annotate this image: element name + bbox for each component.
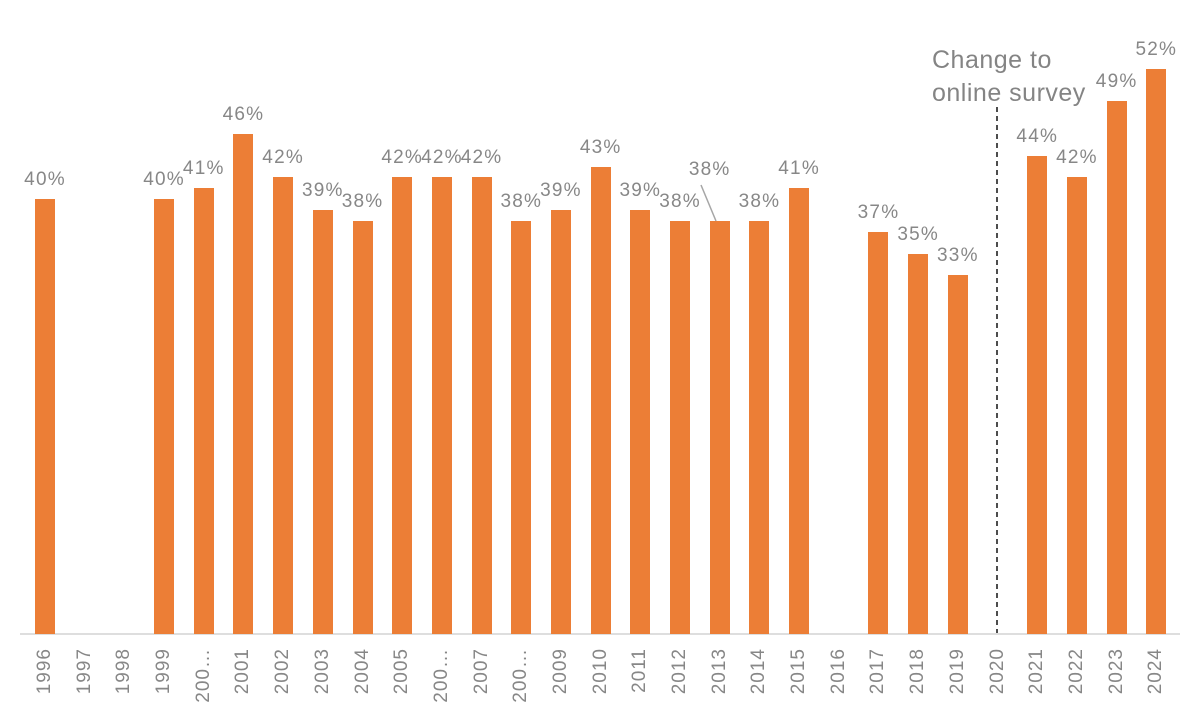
data-label-2011: 39%	[619, 180, 662, 202]
data-label-1999: 40%	[143, 169, 185, 191]
bar-2017	[868, 231, 889, 634]
x-axis-label-2002: 2002	[272, 648, 294, 695]
x-axis-label-2018: 2018	[907, 648, 929, 695]
data-label-2021: 44%	[1016, 125, 1059, 147]
x-axis-label-2020: 2020	[986, 648, 1008, 695]
data-label-2017: 37%	[857, 201, 900, 223]
data-label-2010: 43%	[579, 136, 622, 158]
bar-2012	[670, 220, 691, 634]
bar-2013	[709, 220, 730, 634]
bar-2021	[1027, 155, 1048, 634]
bar-2007	[471, 177, 492, 634]
bar-2010	[590, 166, 611, 634]
x-axis-label-1996: 1996	[34, 648, 55, 695]
x-axis-label-2011: 2011	[629, 648, 651, 693]
x-axis-label-2016: 2016	[827, 648, 849, 695]
data-label-2015: 41%	[778, 158, 820, 180]
x-axis-label-2009: 2009	[549, 648, 571, 695]
bar-2009	[550, 210, 571, 634]
bar-2022	[1066, 177, 1087, 634]
x-axis-label-2021: 2021	[1026, 648, 1048, 695]
data-label-2009: 39%	[540, 180, 582, 202]
survey-change-divider-line	[996, 107, 998, 633]
bar-2008	[511, 220, 532, 634]
data-label-2024: 52%	[1135, 38, 1178, 60]
x-axis-label-2015: 2015	[788, 648, 810, 695]
bar-2015	[789, 188, 810, 634]
x-axis-label-2006: 200…	[430, 648, 452, 703]
data-label-2000: 41%	[182, 158, 225, 180]
bar-2018	[908, 253, 929, 634]
data-label-2002: 42%	[262, 147, 304, 169]
data-label-2007: 42%	[460, 147, 503, 169]
bar-2004	[352, 220, 373, 634]
x-axis-label-2022: 2022	[1065, 648, 1087, 695]
x-axis-label-2003: 2003	[311, 648, 333, 695]
x-axis-label-2023: 2023	[1105, 648, 1127, 695]
data-label-2008: 38%	[500, 190, 543, 212]
x-axis-label-2012: 2012	[669, 648, 691, 695]
x-axis-label-1997: 1997	[73, 648, 95, 695]
x-axis-label-2013: 2013	[708, 648, 730, 695]
data-label-2005: 42%	[381, 147, 424, 169]
x-axis-label-2017: 2017	[867, 648, 889, 695]
data-label-2004: 38%	[341, 190, 384, 212]
x-axis-label-2014: 2014	[748, 648, 770, 695]
data-label-2001: 46%	[222, 103, 265, 125]
bar-2000	[193, 188, 214, 634]
data-label-1996: 40%	[24, 169, 66, 191]
x-axis-label-2024: 2024	[1145, 648, 1167, 695]
bar-2003	[312, 210, 333, 634]
x-axis-label-2010: 2010	[589, 648, 611, 695]
bar-2005	[392, 177, 413, 634]
x-axis-label-2000: 200…	[192, 648, 214, 703]
x-axis-label-2005: 2005	[391, 648, 413, 695]
data-label-2014: 38%	[738, 190, 781, 212]
bar-2019	[947, 275, 968, 634]
data-label-2013: 38%	[688, 158, 731, 180]
bar-1996	[35, 199, 55, 634]
data-label-2006: 42%	[421, 147, 463, 169]
x-axis-label-2004: 2004	[351, 648, 373, 695]
bar-2002	[273, 177, 294, 634]
x-axis-label-1998: 1998	[113, 648, 135, 695]
data-label-2022: 42%	[1056, 147, 1098, 169]
x-axis-label-2008: 200…	[510, 648, 532, 703]
bar-2011	[630, 210, 651, 634]
bar-1999	[154, 199, 175, 634]
x-axis-label-2001: 2001	[232, 648, 254, 695]
data-label-2019: 33%	[937, 245, 979, 267]
data-label-2023: 49%	[1095, 71, 1138, 93]
bar-2006	[431, 177, 452, 634]
bar-2024	[1146, 68, 1167, 634]
annotation-line-2: online survey	[932, 79, 1086, 107]
bar-2014	[749, 220, 770, 634]
bar-2023	[1106, 101, 1127, 634]
x-axis-label-2019: 2019	[946, 648, 968, 695]
bar-2001	[233, 133, 254, 634]
data-label-2012: 38%	[659, 190, 701, 212]
data-label-2003: 39%	[302, 180, 344, 202]
callout-leader-line	[700, 184, 717, 222]
annotation-line-1: Change to	[932, 46, 1052, 74]
x-axis-label-2007: 2007	[470, 648, 492, 695]
data-label-2018: 35%	[897, 223, 939, 245]
x-axis-line	[20, 633, 1180, 635]
x-axis-label-1999: 1999	[153, 648, 175, 695]
survey-change-annotation: Change to online survey	[932, 44, 1152, 110]
